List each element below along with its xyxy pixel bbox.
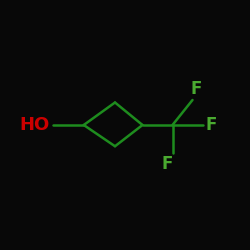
Text: HO: HO <box>20 116 50 134</box>
Text: F: F <box>190 80 202 98</box>
Text: F: F <box>162 155 173 173</box>
Text: F: F <box>205 116 216 134</box>
